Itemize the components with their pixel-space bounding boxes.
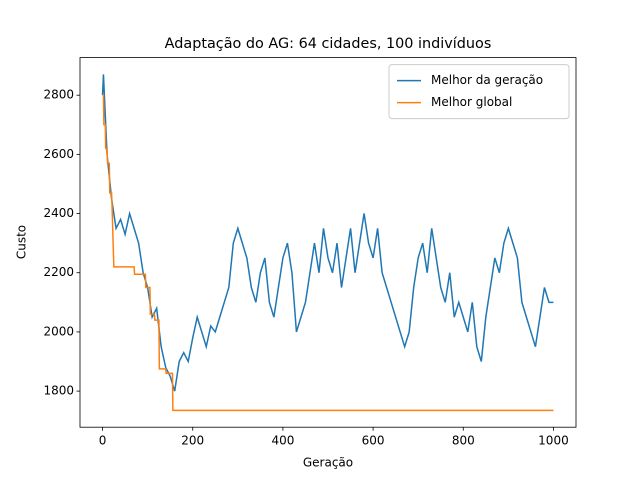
axes-frame <box>79 57 577 428</box>
x-tick-label: 400 <box>271 434 294 448</box>
y-tick-label: 2200 <box>43 265 74 279</box>
x-tick-label: 800 <box>452 434 475 448</box>
series-line <box>101 74 554 392</box>
x-axis-label: Geração <box>303 456 353 470</box>
series-line <box>102 94 554 412</box>
y-tick-label: 2400 <box>43 206 74 220</box>
y-tick-label: 2600 <box>43 147 74 161</box>
legend-label: Melhor global <box>431 95 512 109</box>
chart-title: Adaptação do AG: 64 cidades, 100 indivíd… <box>165 36 492 52</box>
legend-box <box>388 64 570 120</box>
x-tick-label: 200 <box>181 434 204 448</box>
x-tick-label: 600 <box>362 434 385 448</box>
legend-label: Melhor da geração <box>431 73 543 87</box>
y-axis-label: Custo <box>15 225 29 259</box>
y-tick-label: 1800 <box>43 384 74 398</box>
x-tick-label: 0 <box>99 434 107 448</box>
y-tick-label: 2800 <box>43 88 74 102</box>
x-tick-label: 1000 <box>538 434 569 448</box>
y-tick-label: 2000 <box>43 324 74 338</box>
